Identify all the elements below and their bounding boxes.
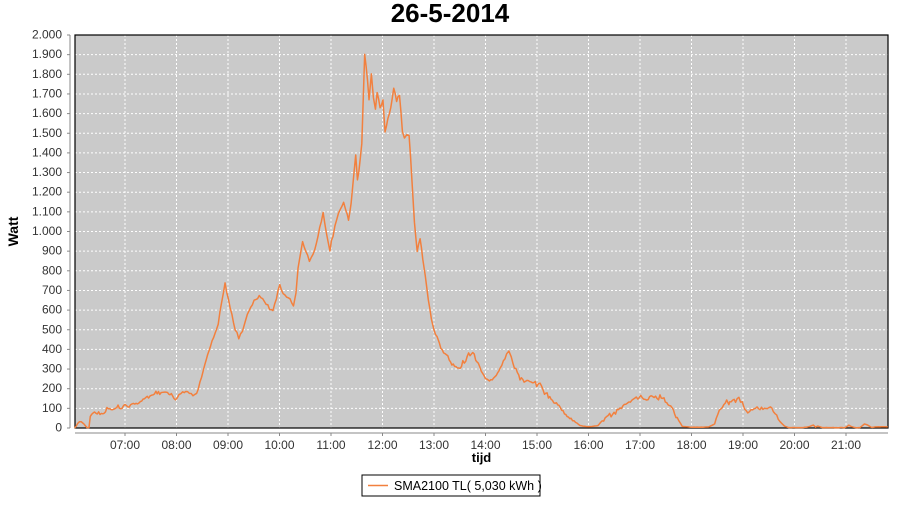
svg-text:19:00: 19:00 — [728, 438, 758, 452]
svg-text:09:00: 09:00 — [213, 438, 243, 452]
svg-text:1.100: 1.100 — [32, 204, 62, 218]
svg-text:2.000: 2.000 — [32, 28, 62, 42]
svg-text:600: 600 — [42, 303, 62, 317]
svg-text:700: 700 — [42, 283, 62, 297]
svg-text:12:00: 12:00 — [367, 438, 397, 452]
svg-text:0: 0 — [55, 421, 62, 435]
svg-text:SMA2100 TL( 5,030 kWh ): SMA2100 TL( 5,030 kWh ) — [394, 479, 542, 493]
svg-text:18:00: 18:00 — [676, 438, 706, 452]
svg-text:1.800: 1.800 — [32, 67, 62, 81]
svg-text:200: 200 — [42, 381, 62, 395]
svg-text:26-5-2014: 26-5-2014 — [391, 0, 510, 28]
svg-text:Watt: Watt — [5, 216, 21, 246]
svg-text:1.300: 1.300 — [32, 165, 62, 179]
svg-text:16:00: 16:00 — [573, 438, 603, 452]
svg-text:1.600: 1.600 — [32, 106, 62, 120]
svg-text:20:00: 20:00 — [779, 438, 809, 452]
svg-text:21:00: 21:00 — [831, 438, 861, 452]
svg-text:1.900: 1.900 — [32, 47, 62, 61]
svg-text:17:00: 17:00 — [625, 438, 655, 452]
svg-text:08:00: 08:00 — [161, 438, 191, 452]
svg-text:900: 900 — [42, 244, 62, 258]
svg-text:1.500: 1.500 — [32, 126, 62, 140]
svg-text:1.200: 1.200 — [32, 185, 62, 199]
svg-text:300: 300 — [42, 362, 62, 376]
svg-text:15:00: 15:00 — [522, 438, 552, 452]
svg-text:11:00: 11:00 — [316, 438, 345, 452]
svg-text:100: 100 — [42, 401, 62, 415]
svg-text:1.000: 1.000 — [32, 224, 62, 238]
svg-text:500: 500 — [42, 322, 62, 336]
svg-text:13:00: 13:00 — [419, 438, 449, 452]
svg-text:800: 800 — [42, 263, 62, 277]
svg-text:400: 400 — [42, 342, 62, 356]
svg-text:tijd: tijd — [472, 450, 492, 465]
svg-text:1.400: 1.400 — [32, 145, 62, 159]
svg-text:10:00: 10:00 — [264, 438, 294, 452]
svg-text:07:00: 07:00 — [110, 438, 140, 452]
svg-text:1.700: 1.700 — [32, 86, 62, 100]
